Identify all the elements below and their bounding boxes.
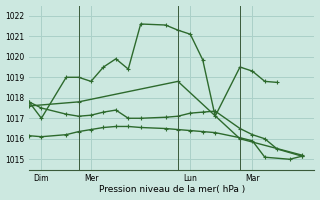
X-axis label: Pression niveau de la mer( hPa ): Pression niveau de la mer( hPa ) <box>99 185 245 194</box>
